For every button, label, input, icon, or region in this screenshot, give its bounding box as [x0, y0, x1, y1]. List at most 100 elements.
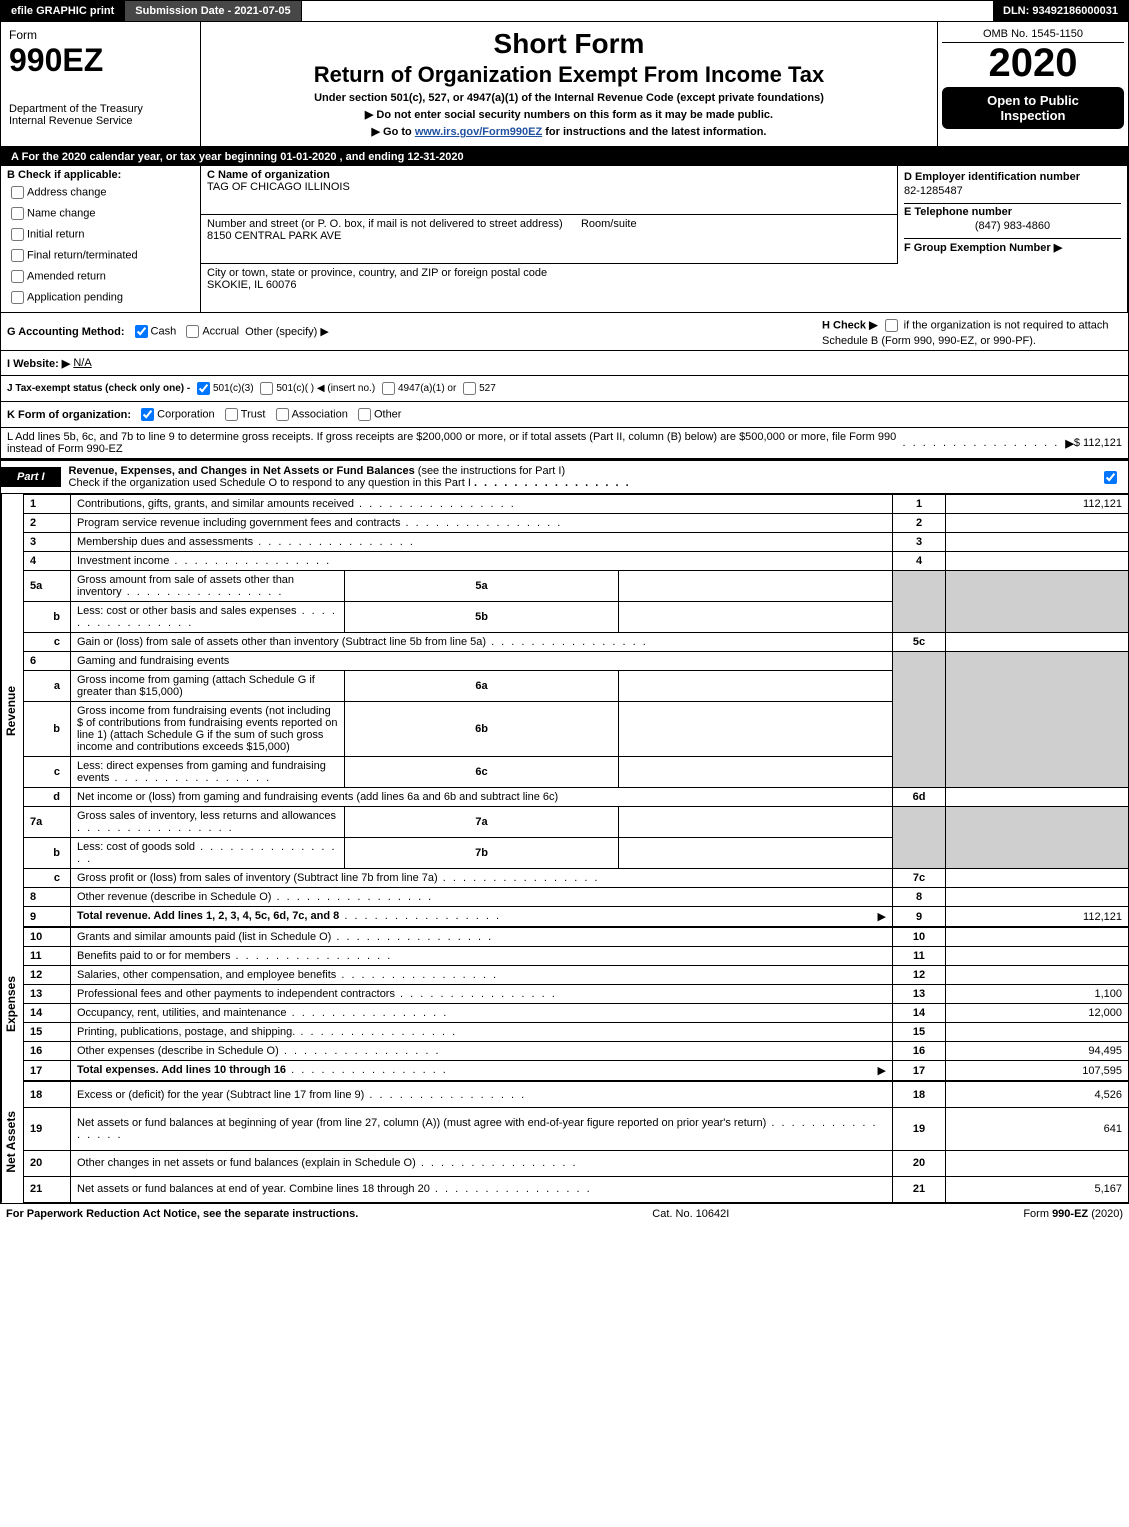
irs-link[interactable]: www.irs.gov/Form990EZ [415, 126, 542, 138]
footer-center: Cat. No. 10642I [652, 1208, 729, 1220]
line-14: 14Occupancy, rent, utilities, and mainte… [24, 1004, 1129, 1023]
c-city: SKOKIE, IL 60076 [207, 279, 296, 291]
k-assoc[interactable]: Association [272, 405, 348, 424]
h-label: H Check ▶ [822, 319, 878, 331]
j-527[interactable]: 527 [459, 379, 496, 398]
line-20: 20Other changes in net assets or fund ba… [24, 1150, 1129, 1176]
dept-label: Department of the Treasury [9, 103, 192, 115]
c-city-label: City or town, state or province, country… [207, 267, 547, 279]
subtitle-section: Under section 501(c), 527, or 4947(a)(1)… [205, 92, 933, 104]
title-short-form: Short Form [205, 28, 933, 60]
net-assets-table: 18Excess or (deficit) for the year (Subt… [23, 1081, 1129, 1203]
line-5c: cGain or (loss) from sale of assets othe… [24, 633, 1129, 652]
c-label: C Name of organization [207, 169, 891, 181]
g-accrual[interactable]: Accrual [182, 322, 239, 341]
j-4947[interactable]: 4947(a)(1) or [378, 379, 456, 398]
subtitle-ssn: ▶ Do not enter social security numbers o… [205, 108, 933, 121]
dln: DLN: 93492186000031 [993, 1, 1128, 21]
line-21: 21Net assets or fund balances at end of … [24, 1176, 1129, 1202]
page-footer: For Paperwork Reduction Act Notice, see … [0, 1203, 1129, 1224]
form-number: 990EZ [9, 42, 192, 79]
c-room-label: Room/suite [581, 218, 637, 230]
f-label: F Group Exemption Number ▶ [904, 241, 1121, 254]
chk-amended-return[interactable]: Amended return [7, 267, 194, 286]
d-ein: 82-1285487 [904, 185, 1121, 197]
h-checkbox[interactable] [885, 319, 898, 332]
line-19: 19Net assets or fund balances at beginni… [24, 1108, 1129, 1150]
c-street: 8150 CENTRAL PARK AVE [207, 230, 341, 242]
sub3-post: for instructions and the latest informat… [545, 126, 766, 138]
l-amount [1059, 437, 1074, 450]
line-17: 17Total expenses. Add lines 10 through 1… [24, 1061, 1129, 1081]
line-7c: cGross profit or (loss) from sales of in… [24, 869, 1129, 888]
form-header: Form 990EZ Department of the Treasury In… [0, 21, 1129, 148]
chk-name-change[interactable]: Name change [7, 204, 194, 223]
l-dots [903, 437, 1060, 449]
k-trust[interactable]: Trust [221, 405, 266, 424]
vlabel-revenue: Revenue [1, 494, 23, 927]
part-i-title: Revenue, Expenses, and Changes in Net As… [69, 465, 415, 477]
g-other[interactable]: Other (specify) ▶ [245, 325, 329, 338]
vlabel-net-assets: Net Assets [1, 1081, 23, 1203]
chk-app-pending[interactable]: Application pending [7, 288, 194, 307]
line-10: 10Grants and similar amounts paid (list … [24, 928, 1129, 947]
line-a-tax-year: A For the 2020 calendar year, or tax yea… [0, 148, 1129, 166]
c-org-name: TAG OF CHICAGO ILLINOIS [207, 181, 891, 193]
k-label: K Form of organization: [7, 409, 131, 421]
l-amount-val: $ 112,121 [1074, 437, 1122, 449]
part-i-check[interactable] [1104, 471, 1117, 484]
line-6: 6Gaming and fundraising events [24, 652, 1129, 671]
g-cash[interactable]: Cash [131, 322, 177, 341]
submission-date: Submission Date - 2021-07-05 [125, 1, 301, 21]
line-15: 15Printing, publications, postage, and s… [24, 1023, 1129, 1042]
line-3: 3Membership dues and assessments3 [24, 533, 1129, 552]
part-i-sub: Check if the organization used Schedule … [69, 477, 471, 489]
i-website: N/A [73, 357, 91, 369]
line-1: 1Contributions, gifts, grants, and simil… [24, 495, 1129, 514]
line-18: 18Excess or (deficit) for the year (Subt… [24, 1082, 1129, 1108]
j-501c[interactable]: 501(c)( ) ◀ (insert no.) [256, 379, 375, 398]
top-bar: efile GRAPHIC print Submission Date - 20… [0, 0, 1129, 21]
chk-initial-return[interactable]: Initial return [7, 225, 194, 244]
revenue-table: 1Contributions, gifts, grants, and simil… [23, 494, 1129, 927]
d-label: D Employer identification number [904, 171, 1121, 183]
j-501c3[interactable]: 501(c)(3) [193, 379, 254, 398]
part-i-note: (see the instructions for Part I) [418, 465, 565, 477]
sub3-pre: ▶ Go to [372, 126, 415, 138]
l-text: L Add lines 5b, 6c, and 7b to line 9 to … [7, 431, 903, 455]
line-6d: dNet income or (loss) from gaming and fu… [24, 788, 1129, 807]
line-16: 16Other expenses (describe in Schedule O… [24, 1042, 1129, 1061]
chk-address-change[interactable]: Address change [7, 183, 194, 202]
part-i-header: Part I Revenue, Expenses, and Changes in… [0, 460, 1129, 494]
form-label: Form [9, 28, 192, 42]
k-corp[interactable]: Corporation [137, 405, 214, 424]
title-return: Return of Organization Exempt From Incom… [205, 62, 933, 88]
part-i-tab: Part I [1, 467, 61, 487]
expenses-table: 10Grants and similar amounts paid (list … [23, 927, 1129, 1081]
footer-left: For Paperwork Reduction Act Notice, see … [6, 1208, 358, 1220]
footer-right: Form 990-EZ (2020) [1023, 1208, 1123, 1220]
line-11: 11Benefits paid to or for members11 [24, 947, 1129, 966]
badge-line1: Open to Public [950, 93, 1116, 108]
line-9: 9Total revenue. Add lines 1, 2, 3, 4, 5c… [24, 907, 1129, 927]
c-street-label: Number and street (or P. O. box, if mail… [207, 218, 563, 230]
line-a-text: For the 2020 calendar year, or tax year … [22, 151, 464, 163]
tax-year: 2020 [942, 43, 1124, 83]
b-label: B Check if applicable: [7, 169, 121, 181]
line-12: 12Salaries, other compensation, and empl… [24, 966, 1129, 985]
e-label: E Telephone number [904, 206, 1121, 218]
g-label: G Accounting Method: [7, 326, 125, 338]
chk-final-return[interactable]: Final return/terminated [7, 246, 194, 265]
k-other[interactable]: Other [354, 405, 402, 424]
subtitle-link: ▶ Go to www.irs.gov/Form990EZ for instru… [205, 125, 933, 138]
irs-label: Internal Revenue Service [9, 115, 192, 127]
efile-print[interactable]: efile GRAPHIC print [1, 1, 125, 21]
badge-line2: Inspection [950, 108, 1116, 123]
j-label: J Tax-exempt status (check only one) - [7, 383, 190, 394]
e-phone: (847) 983-4860 [904, 220, 1121, 232]
line-13: 13Professional fees and other payments t… [24, 985, 1129, 1004]
line-7a: 7aGross sales of inventory, less returns… [24, 807, 1129, 838]
line-2: 2Program service revenue including gover… [24, 514, 1129, 533]
line-5a: 5aGross amount from sale of assets other… [24, 571, 1129, 602]
line-4: 4Investment income4 [24, 552, 1129, 571]
